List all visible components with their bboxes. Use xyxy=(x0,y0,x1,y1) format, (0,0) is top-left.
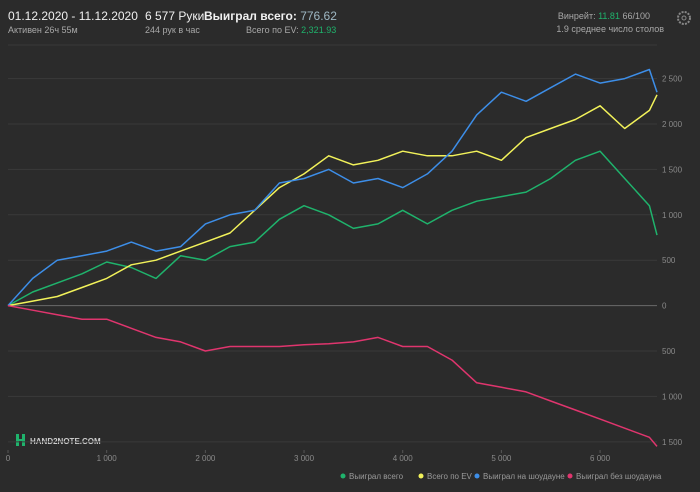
x-tick-label: 3 000 xyxy=(294,454,315,463)
x-tick-label: 2 000 xyxy=(195,454,216,463)
y-tick-label: 1 000 xyxy=(662,211,683,220)
won-total: Выиграл всего: 776.62 xyxy=(204,9,337,23)
legend-item: Выиграл на шоудауне xyxy=(474,472,565,481)
hands: 6 577 Руки xyxy=(145,9,204,23)
legend-dot xyxy=(474,473,480,479)
y-tick-label: 1 500 xyxy=(662,438,683,447)
ev-label: Всего по EV: xyxy=(246,25,299,35)
x-tick-label: 1 000 xyxy=(97,454,118,463)
y-tick-label: 1 500 xyxy=(662,165,683,174)
ev-value: 2,321.93 xyxy=(301,25,336,35)
legend-item: Всего по EV xyxy=(418,472,473,481)
x-tick-label: 4 000 xyxy=(393,454,414,463)
gear-center xyxy=(681,15,687,21)
series-line xyxy=(7,68,658,307)
series-line xyxy=(7,94,658,307)
active-time: Активен 26ч 55м xyxy=(8,25,78,35)
y-tick-label: 500 xyxy=(662,256,676,265)
x-tick-label: 0 xyxy=(6,454,11,463)
legend-label: Выиграл всего xyxy=(349,472,404,481)
winrate-value: 11.81 xyxy=(598,11,620,21)
hands-per-hour: 244 рук в час xyxy=(145,25,200,35)
legend-label: Выиграл без шоудауна xyxy=(576,472,662,481)
logo-mark xyxy=(16,439,25,441)
legend-item: Выиграл всего xyxy=(340,472,404,481)
y-tick-label: 0 xyxy=(662,302,667,311)
won-value: 776.62 xyxy=(300,9,337,23)
y-tick-label: 1 000 xyxy=(662,392,683,401)
won-label: Выиграл всего: xyxy=(204,9,297,23)
series-line xyxy=(7,150,658,307)
winrate-label: Винрейт: xyxy=(558,11,596,21)
legend-dot xyxy=(567,473,573,479)
y-tick-label: 500 xyxy=(662,347,676,356)
y-tick-label: 2 500 xyxy=(662,75,683,84)
settings-icon[interactable] xyxy=(677,11,691,25)
legend-label: Всего по EV xyxy=(427,472,473,481)
x-tick-label: 5 000 xyxy=(491,454,512,463)
y-tick-label: 2 000 xyxy=(662,120,683,129)
winrate: Винрейт: 11.81 66/100 xyxy=(558,11,650,21)
legend-dot xyxy=(340,473,346,479)
tables: 1.9 среднее число столов xyxy=(556,24,664,34)
gear[interactable] xyxy=(677,11,691,25)
legend-label: Выиграл на шоудауне xyxy=(483,472,565,481)
ev-total: Всего по EV: 2,321.93 xyxy=(246,25,336,35)
period: 01.12.2020 - 11.12.2020 xyxy=(8,9,138,23)
x-tick-label: 6 000 xyxy=(590,454,611,463)
series-line xyxy=(7,304,658,447)
legend-item: Выиграл без шоудауна xyxy=(567,472,662,481)
winrate-unit: 66/100 xyxy=(622,11,650,21)
legend-dot xyxy=(418,473,424,479)
